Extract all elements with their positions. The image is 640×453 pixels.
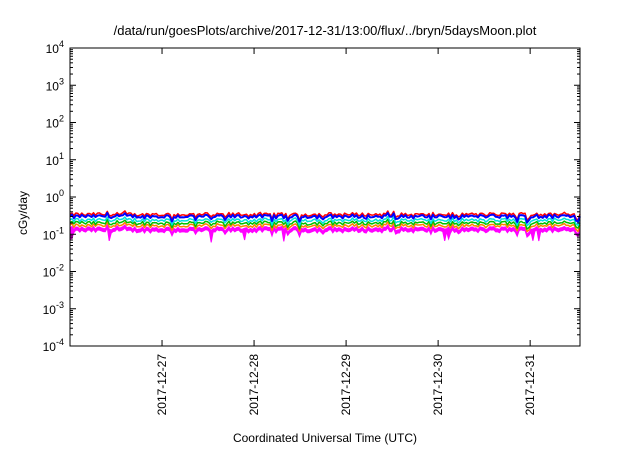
series-line-3 <box>69 215 581 227</box>
y-tick-exponent: 3 <box>59 76 64 86</box>
y-tick-exponent: 2 <box>59 114 64 124</box>
y-tick-exponent: 0 <box>59 188 64 198</box>
y-tick-label: 100 <box>46 188 64 205</box>
y-tick-base: 10 <box>43 266 57 280</box>
y-tick-base: 10 <box>46 191 60 205</box>
x-tick-label: 2017-12-31 <box>523 354 537 416</box>
y-tick-label: 102 <box>46 114 64 131</box>
axes: 10-410-310-210-11001011021031042017-12-2… <box>43 39 581 416</box>
y-tick-exponent: 4 <box>59 39 64 49</box>
y-tick-base: 10 <box>43 340 57 354</box>
plot-border <box>69 47 581 347</box>
x-tick-label: 2017-12-28 <box>247 354 261 416</box>
series-line-4 <box>69 210 581 222</box>
y-tick-base: 10 <box>46 117 60 131</box>
y-tick-label: 103 <box>46 76 64 93</box>
plot-area <box>69 210 581 243</box>
x-tick-label: 2017-12-29 <box>339 354 353 416</box>
chart-title: /data/run/goesPlots/archive/2017-12-31/1… <box>114 23 537 38</box>
y-tick-label: 10-4 <box>43 337 64 354</box>
y-tick-label: 10-2 <box>43 263 64 280</box>
y-tick-exponent: -3 <box>56 300 64 310</box>
y-tick-exponent: -1 <box>56 225 64 235</box>
x-tick-label: 2017-12-27 <box>155 354 169 416</box>
x-axis-label: Coordinated Universal Time (UTC) <box>233 431 417 445</box>
y-tick-label: 101 <box>46 151 64 168</box>
y-tick-exponent: -4 <box>56 337 64 347</box>
y-tick-base: 10 <box>43 228 57 242</box>
y-tick-base: 10 <box>46 154 60 168</box>
y-tick-exponent: 1 <box>59 151 64 161</box>
y-tick-label: 10-3 <box>43 300 64 317</box>
y-tick-base: 10 <box>43 303 57 317</box>
y-tick-label: 10-1 <box>43 225 64 242</box>
y-axis-label: cGy/day <box>16 191 30 235</box>
y-tick-base: 10 <box>46 79 60 93</box>
series-line-2 <box>69 218 581 230</box>
x-tick-label: 2017-12-30 <box>431 354 445 416</box>
y-tick-exponent: -2 <box>56 263 64 273</box>
series-line-5 <box>69 211 581 224</box>
series-line-1 <box>69 221 581 233</box>
y-tick-label: 104 <box>46 39 64 56</box>
y-tick-base: 10 <box>46 42 60 56</box>
